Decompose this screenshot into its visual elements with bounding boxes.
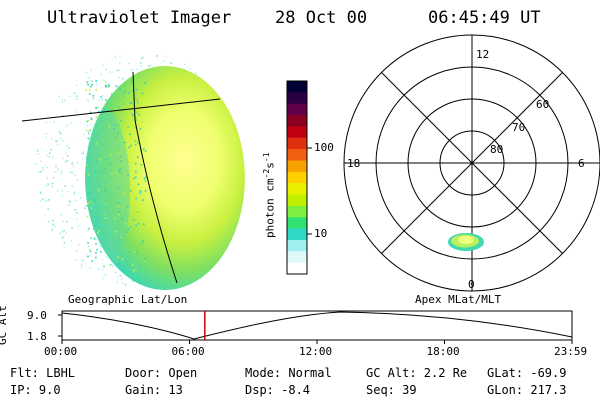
info-glon: GLon: 217.3 xyxy=(487,383,567,397)
mlt-label-12: 12 xyxy=(476,48,490,61)
info-mode: Mode: Normal xyxy=(245,366,332,380)
timeline-tick-label: 23:59 xyxy=(554,345,588,358)
timeline-ylabel: GC Alt xyxy=(0,305,9,345)
aurora-blob xyxy=(448,233,484,251)
colorbar-segment xyxy=(287,251,307,264)
colorbar-segment xyxy=(287,262,307,275)
colorbar-segment xyxy=(287,115,307,127)
timeline-ymin: 1.8 xyxy=(27,330,47,343)
lat-label-80: 80 xyxy=(490,143,504,156)
info-glat: GLat: -69.9 xyxy=(487,366,567,380)
colorbar-segment xyxy=(287,126,307,139)
colorbar-segment xyxy=(287,92,307,105)
longitude-line xyxy=(132,71,178,284)
info-ip: IP: 9.0 xyxy=(10,383,61,397)
lat-label-60: 60 xyxy=(536,98,550,111)
left-panel-label: Geographic Lat/Lon xyxy=(68,293,188,306)
time-label: 06:45:49 UT xyxy=(428,8,541,28)
timeline-tick-label: 12:00 xyxy=(299,345,333,358)
colorbar-label-10: 10 xyxy=(314,227,328,240)
timeline-tick-label: 00:00 xyxy=(44,345,78,358)
timeline-tick-label: 06:00 xyxy=(171,345,205,358)
colorbar-segment xyxy=(287,205,307,218)
colorbar-segment xyxy=(287,228,307,241)
info-seq: Seq: 39 xyxy=(366,383,417,397)
colorbar-segment xyxy=(287,183,307,196)
latitude-line xyxy=(21,98,221,122)
colorbar-segment xyxy=(287,149,307,161)
mlt-label-0: 0 xyxy=(468,278,475,291)
date-label: 28 Oct 00 xyxy=(275,8,368,28)
mlt-label-6: 6 xyxy=(578,157,585,170)
instrument-title: Ultraviolet Imager xyxy=(47,8,232,28)
mlt-label-18: 18 xyxy=(347,157,361,170)
colorbar-segment xyxy=(287,137,307,150)
timeline-ymax: 9.0 xyxy=(27,309,47,322)
info-flt: Flt: LBHL xyxy=(10,366,76,380)
colorbar-segment xyxy=(287,217,307,230)
info-dsp: Dsp: -8.4 xyxy=(245,383,311,397)
right-panel-label: Apex MLat/MLT xyxy=(415,293,502,306)
colorbar-segment xyxy=(287,239,307,252)
info-door: Door: Open xyxy=(125,366,198,380)
colorbar-segment xyxy=(287,171,307,184)
colorbar-segment xyxy=(287,194,307,207)
info-gain: Gain: 13 xyxy=(125,383,183,397)
info-gcalt: GC Alt: 2.2 Re xyxy=(366,366,468,380)
colorbar-segment xyxy=(287,160,307,173)
colorbar-segment xyxy=(287,81,307,93)
timeline-tick-label: 18:00 xyxy=(426,345,460,358)
lat-label-70: 70 xyxy=(512,121,526,134)
altitude-curve xyxy=(61,311,573,340)
colorbar-segment xyxy=(287,103,307,116)
colorbar-label-100: 100 xyxy=(314,141,334,154)
timeline-frame xyxy=(61,310,573,341)
